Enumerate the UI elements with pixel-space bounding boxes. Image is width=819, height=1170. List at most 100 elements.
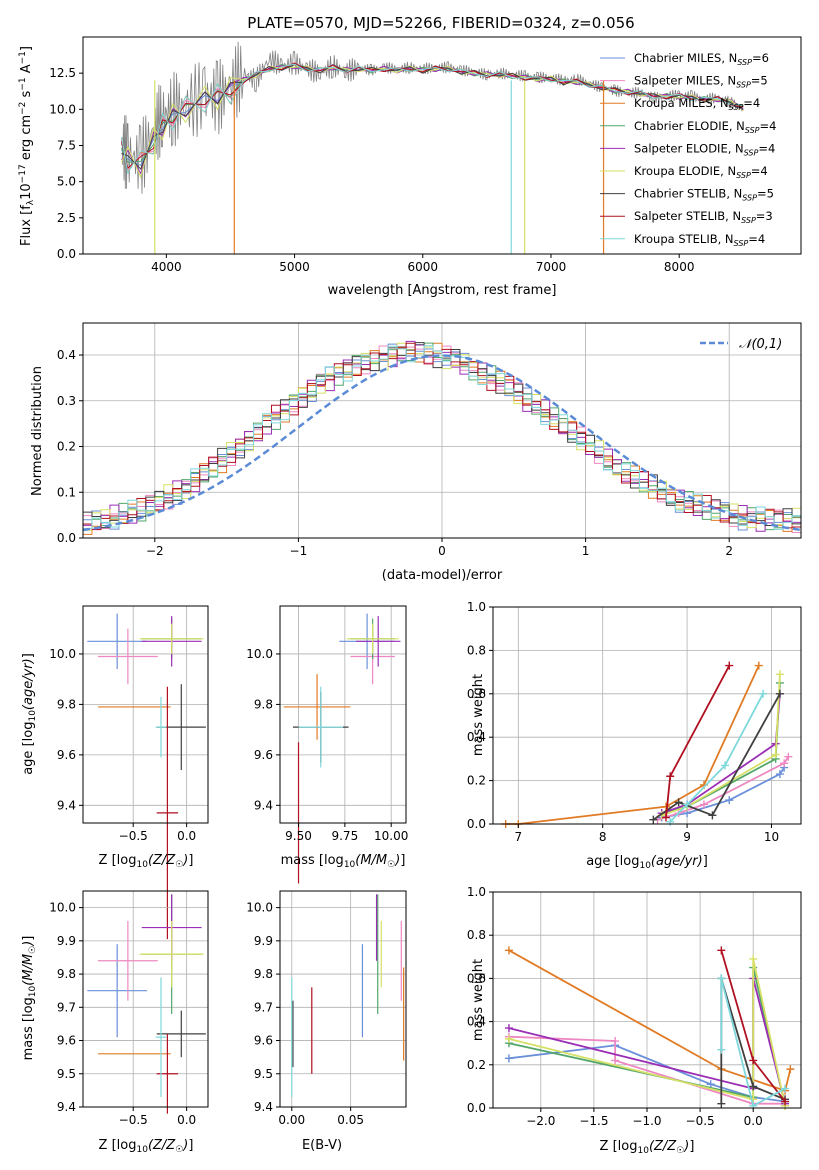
massweight-vs-age-xlabel: age [log10(age/yr)] — [586, 854, 708, 871]
residuals-legend: 𝒩(0,1) — [700, 337, 782, 352]
weight-marker — [611, 1056, 620, 1065]
spectrum-model-lines — [121, 62, 744, 254]
mass-vs-Z-xtick-label: −0.5 — [119, 1113, 148, 1127]
weight-marker — [683, 800, 692, 809]
spectrum-ticks: 4000 5000 6000 7000 8000 0.0 2.5 5.0 7.5 10.0 12.5 — [49, 66, 694, 274]
weight-line — [661, 767, 785, 819]
weight-marker — [717, 1045, 726, 1054]
weight-marker — [717, 946, 726, 955]
massweight-vs-Z-xtick-label: −2.0 — [526, 1114, 555, 1128]
mass-vs-Z-xtick-label: 0.0 — [177, 1113, 196, 1127]
mass-vs-Z-ytick-label: 9.8 — [57, 967, 76, 981]
weight-marker — [611, 1037, 620, 1046]
spectrum-xtick-label: 4000 — [151, 260, 182, 274]
mass-vs-EBV-ytick-label: 9.9 — [254, 934, 273, 948]
weight-marker — [775, 670, 784, 679]
spectrum-ytick-label: 0.0 — [57, 247, 76, 261]
age-vs-Z-xtick-label: 0.0 — [177, 829, 196, 843]
spectrum-xlabel: wavelength [Angstrom, rest frame] — [328, 283, 557, 298]
residuals-ytick-label: 0.4 — [57, 348, 76, 362]
spectrum-ytick-label: 5.0 — [57, 175, 76, 189]
massweight-vs-Z-ytick-label: 0.4 — [467, 1015, 486, 1029]
weight-marker — [780, 759, 789, 768]
weight-marker — [661, 813, 670, 822]
massweight-vs-Z-xtick-label: −1.5 — [579, 1114, 608, 1128]
spectrum-ytick-label: 12.5 — [49, 66, 76, 80]
residuals-panel: −2 −1 0 1 2 0.0 0.1 0.2 0.3 0.4 (data-model)/erro… — [30, 322, 802, 583]
age-vs-mass-xtick-label: 10.00 — [374, 829, 408, 843]
spectrum-ytick-label: 10.0 — [49, 102, 76, 116]
residuals-xtick-label: −2 — [146, 544, 164, 558]
massweight-vs-Z-panel: −2.0 −1.5 −1.0 −0.5 0.0 0.0 0.2 0.4 0.6 0.8 1.0 — [467, 885, 802, 1128]
residuals-legend-label: 𝒩(0,1) — [739, 337, 782, 352]
weight-marker — [775, 689, 784, 698]
weight-marker — [775, 770, 784, 779]
weight-marker — [781, 1084, 790, 1093]
spectrum-legend: Chabrier MILES, NSSP=6 Salpeter MILES, NS… — [600, 51, 776, 248]
mass-vs-Z-frame — [82, 890, 209, 1108]
weight-marker — [504, 1034, 513, 1043]
age-vs-mass-xlabel: mass [log10(M/M☉)] — [281, 853, 406, 870]
age-vs-mass-xtick-label: 9.50 — [285, 829, 312, 843]
weight-marker — [504, 1054, 513, 1063]
spectrum-ytick-label: 2.5 — [57, 211, 76, 225]
age-vs-Z-ytick-label: 9.8 — [57, 697, 76, 711]
mass-vs-Z-ytick-label: 9.5 — [57, 1067, 76, 1081]
age-vs-Z-xtick-label: −0.5 — [119, 829, 148, 843]
mass-vs-EBV-ytick-label: 9.8 — [254, 967, 273, 981]
spectrum-ytick-label: 7.5 — [57, 139, 76, 153]
mass-vs-Z-ytick-label: 9.6 — [57, 1034, 76, 1048]
mass-vs-Z-xlabel: Z [log10(Z/Z☉)] — [99, 1138, 194, 1155]
residuals-xtick-label: 2 — [725, 544, 733, 558]
mass-vs-EBV-ytick-label: 9.5 — [254, 1067, 273, 1081]
spectrum-xtick-label: 8000 — [664, 260, 695, 274]
legend-label: Salpeter ELODIE, NSSP=4 — [634, 141, 775, 157]
residuals-xtick-label: 0 — [438, 544, 446, 558]
age-vs-Z-ytick-label: 10.0 — [49, 647, 76, 661]
age-vs-Z-xlabel: Z [log10(Z/Z☉)] — [99, 853, 194, 870]
residuals-xlabel: (data-model)/error — [382, 568, 503, 583]
mass-vs-Z-ytick-label: 10.0 — [49, 901, 76, 915]
residuals-normal-curve — [82, 354, 802, 532]
mass-vs-Z-ytick-label: 9.7 — [57, 1000, 76, 1014]
spectrum-xtick-label: 7000 — [536, 260, 567, 274]
massweight-vs-Z-ytick-label: 0.0 — [467, 1101, 486, 1115]
massweight-vs-Z-ylabel: mass weight — [471, 959, 486, 1041]
age-vs-mass-ytick-label: 9.8 — [254, 697, 273, 711]
weight-line — [669, 693, 764, 823]
spectrum-panel: 4000 5000 6000 7000 8000 0.0 2.5 5.0 7.5 10.0 12.5… — [18, 36, 802, 298]
age-vs-mass-ytick-label: 10.0 — [246, 647, 273, 661]
mass-vs-Z-ytick-label: 9.4 — [57, 1100, 76, 1114]
spectrum-xtick-label: 6000 — [407, 260, 438, 274]
weight-line — [720, 978, 786, 1108]
massweight-vs-Z-ytick-label: 0.8 — [467, 928, 486, 942]
weight-marker — [674, 798, 683, 807]
age-vs-Z-frame — [82, 605, 209, 824]
weight-marker — [759, 689, 768, 698]
weight-marker — [721, 761, 730, 770]
residuals-ytick-label: 0.0 — [57, 531, 76, 545]
mass-vs-EBV-ytick-label: 9.7 — [254, 1000, 273, 1014]
legend-label: Kroupa MILES, NSSP=4 — [634, 96, 760, 112]
massweight-vs-age-ylabel: mass weight — [471, 674, 486, 756]
mass-vs-EBV-xlabel: E(B-V) — [302, 1138, 342, 1153]
mass-vs-EBV-xtick-label: 0.05 — [337, 1113, 364, 1127]
legend-label: Chabrier MILES, NSSP=6 — [634, 51, 769, 67]
mass-vs-Z-ylabel: mass [log10(M/M☉)] — [21, 936, 38, 1061]
weight-marker — [666, 772, 675, 781]
age-vs-mass-ytick-label: 9.4 — [254, 798, 273, 812]
massweight-vs-age-ytick-label: 0.4 — [467, 730, 486, 744]
weight-marker — [649, 815, 658, 824]
residuals-ticks: −2 −1 0 1 2 0.0 0.1 0.2 0.3 0.4 — [57, 348, 733, 558]
weight-marker — [725, 661, 734, 670]
spectrum-ylabel: Flux [fλ10−17 erg cm−2 s−1 A−1] — [18, 46, 36, 246]
weight-marker — [771, 750, 780, 759]
model-line — [121, 65, 744, 179]
massweight-vs-age-xtick-label: 9 — [683, 830, 691, 844]
mass-vs-EBV-ytick-label: 9.6 — [254, 1034, 273, 1048]
massweight-vs-Z-ytick-label: 0.2 — [467, 1058, 486, 1072]
massweight-vs-Z-ytick-label: 1.0 — [467, 885, 486, 899]
mass-vs-Z-ytick-label: 9.9 — [57, 934, 76, 948]
massweight-vs-age-xtick-label: 8 — [599, 830, 607, 844]
